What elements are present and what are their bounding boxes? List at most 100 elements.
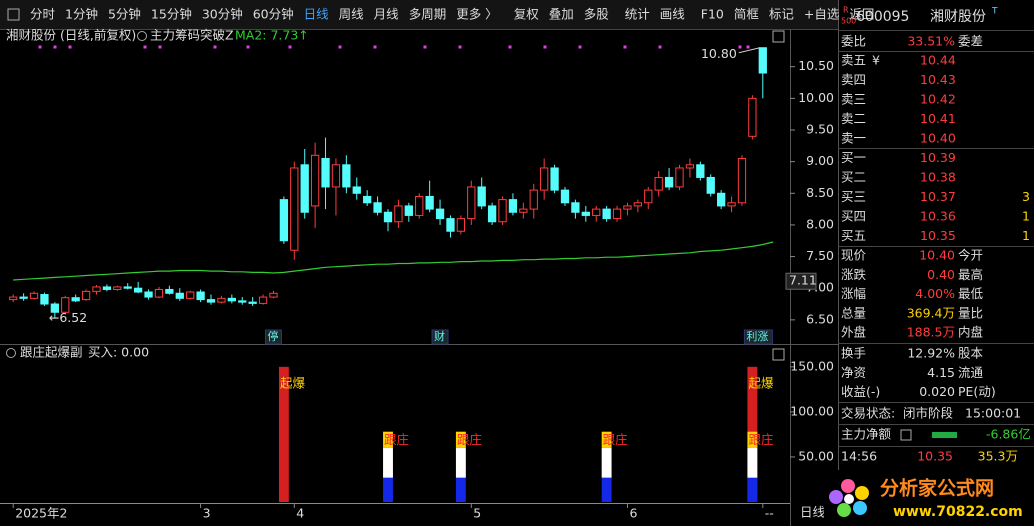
candle-body (154, 288, 164, 298)
candle-body (258, 296, 268, 304)
candle-body (227, 297, 236, 302)
candle-body (404, 205, 413, 216)
signal-dot (53, 45, 57, 49)
toolbar-icon[interactable] (7, 8, 20, 21)
toolbar-item[interactable]: F10 (701, 7, 724, 22)
y-tick-label: 7.50 (806, 248, 834, 263)
indicator-toggle[interactable] (6, 348, 16, 358)
signal-dot (578, 45, 582, 49)
toolbar-item[interactable]: 周线 (339, 7, 365, 22)
toolbar-item[interactable]: 15分钟 (151, 7, 192, 22)
toolbar-item[interactable]: 叠加 (549, 7, 574, 22)
bar (383, 477, 393, 502)
candle-body (102, 286, 112, 290)
toolbar-item[interactable]: 返回 (849, 7, 874, 22)
book-price: 10.43 (920, 72, 956, 87)
toolbar-item[interactable]: 日线 (304, 7, 330, 22)
bar-label: 跟庄 (457, 432, 482, 447)
x-tick-label: 6 (629, 506, 637, 521)
bar (747, 477, 758, 502)
signal-dot (288, 45, 292, 49)
y-tick-label: 150.00 (790, 358, 834, 373)
candle-body (415, 195, 424, 216)
candle-body (633, 202, 643, 207)
candle-body (581, 211, 590, 216)
quote-label2: 内盘 (958, 325, 983, 340)
candle-body (217, 297, 226, 303)
petal (829, 490, 843, 504)
petal (855, 486, 869, 500)
pane-button[interactable] (772, 30, 785, 43)
candle-body (654, 176, 663, 191)
signal-dot (38, 45, 42, 49)
toolbar-item[interactable]: 1分钟 (65, 7, 98, 22)
quote-label: 换手 (841, 346, 866, 361)
candle-body (331, 164, 341, 188)
candle-body (175, 292, 184, 299)
quote-value: 0.40 (927, 267, 955, 282)
book-label: 买四 (841, 209, 866, 224)
signal-dot (458, 45, 462, 49)
book-volume: 1 (1022, 209, 1030, 224)
candle-body (19, 296, 28, 299)
event-marker: 停 (267, 329, 278, 343)
quote-label: 收益(-) (841, 384, 880, 399)
toolbar-item[interactable]: 5分钟 (108, 7, 141, 22)
bar (383, 431, 393, 448)
last-marker-box (785, 272, 817, 290)
book-price: 10.35 (920, 228, 956, 243)
toolbar-item[interactable]: 复权 (514, 7, 540, 22)
candle-body (446, 218, 455, 232)
toolbar-item[interactable]: 画线 (660, 7, 686, 22)
stock-code: 600095 (856, 9, 909, 25)
bar (383, 447, 393, 478)
bar (747, 447, 758, 478)
toolbar-item[interactable]: 简框 (734, 7, 760, 22)
logo-url: www.70822.com (893, 504, 1023, 520)
pane-button[interactable] (772, 348, 785, 361)
main-net-icon[interactable] (900, 429, 912, 441)
signal-dot (543, 45, 547, 49)
toolbar-item[interactable]: 标记 (769, 7, 795, 22)
candle-body (310, 154, 320, 207)
signal-dot (423, 45, 427, 49)
y-tick-label: 6.50 (806, 311, 834, 326)
book-label: 卖三 (841, 92, 866, 107)
candle-body (758, 47, 767, 74)
toolbar-item[interactable]: 月线 (374, 7, 400, 22)
bar (455, 447, 466, 478)
book-label: 卖四 (841, 72, 866, 87)
toolbar-item[interactable]: 分时 (30, 7, 56, 22)
toolbar-item[interactable]: 60分钟 (253, 7, 294, 22)
quote-value: 12.92% (907, 346, 955, 361)
book-label: 买二 (841, 170, 866, 185)
candle-body (717, 192, 726, 207)
candle-body (290, 167, 299, 251)
petal (837, 503, 851, 517)
toolbar-item[interactable]: +自选 (804, 7, 840, 22)
candle-body (508, 199, 518, 213)
indicator-toggle[interactable] (137, 31, 147, 41)
toolbar-item[interactable]: 多股 (584, 7, 610, 22)
candle-body (685, 164, 695, 169)
candle-body (696, 164, 705, 178)
badge-top: R (843, 6, 849, 15)
toolbar-item[interactable]: 多周期 (409, 7, 447, 22)
wei-label2: 委差 (958, 34, 983, 49)
status-phase: 闭市阶段 (903, 406, 953, 421)
book-price: 10.44 (920, 53, 956, 68)
quote-label2: 今开 (958, 248, 983, 263)
candle-body (602, 208, 611, 220)
lower-indicator-name: 跟庄起爆副 (20, 345, 83, 360)
candle-body (196, 291, 205, 301)
signal-dot (623, 45, 627, 49)
tick-time: 14:56 (841, 449, 877, 464)
toolbar-item[interactable]: 统计 (625, 7, 650, 22)
candle-body (425, 195, 434, 210)
toolbar-item[interactable]: 30分钟 (202, 7, 243, 22)
x-tick-label: 3 (203, 506, 211, 521)
book-label: 买五 (841, 228, 866, 243)
candle-body (675, 167, 684, 188)
toolbar-item[interactable]: 更多 〉 (456, 7, 497, 22)
